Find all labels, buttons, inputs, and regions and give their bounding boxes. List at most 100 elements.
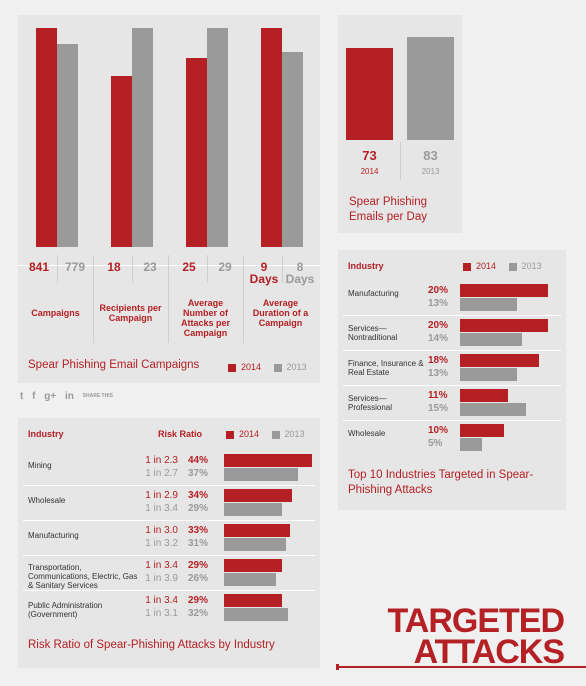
year-2014: 2014 — [360, 167, 379, 176]
bar-2013 — [460, 368, 518, 381]
ratio-2014: 1 in 3.4 — [145, 595, 178, 606]
bar-2014 — [186, 58, 207, 247]
industry-name: Public Administration (Government) — [28, 601, 103, 619]
industry-name: Wholesale — [348, 429, 386, 438]
bar-2013 — [460, 438, 482, 451]
bar-2014 — [224, 454, 312, 467]
percent-2014: 44% — [188, 455, 209, 466]
value-2013: 83 — [423, 148, 438, 163]
bar-2014 — [261, 28, 282, 247]
risk-caption: Risk Ratio of Spear-Phishing Attacks by … — [28, 639, 275, 651]
bar-2014 — [224, 524, 290, 537]
value-2014: 73 — [362, 148, 377, 163]
percent-2014: 34% — [188, 490, 209, 501]
percent-2014: 11% — [428, 390, 448, 401]
value-2013: 779 — [64, 260, 86, 274]
bar-2013 — [57, 44, 78, 247]
bar-2013 — [224, 538, 286, 551]
value-2013: 8 — [296, 260, 304, 274]
bar-2014 — [36, 28, 57, 247]
share-bar: t f g+ in SHARE THIS — [20, 391, 113, 402]
title-rule — [336, 666, 586, 668]
row-divider — [23, 485, 315, 486]
value-2014: 841 — [28, 260, 50, 274]
top10-caption: Top 10 Industries Targeted in Spear-Phis… — [348, 469, 534, 496]
row-divider — [23, 555, 315, 556]
bar-2013 — [207, 28, 228, 247]
risk-header-ratio: Risk Ratio — [158, 429, 203, 439]
ratio-2013: 1 in 3.2 — [145, 538, 178, 549]
industry-name: Transportation, Communications, Electric… — [28, 563, 138, 590]
campaigns-caption: Spear Phishing Email Campaigns — [28, 359, 200, 371]
bar-2013 — [224, 573, 276, 586]
percent-2013: 26% — [188, 573, 209, 584]
percent-2014: 29% — [188, 595, 209, 606]
divider — [400, 142, 401, 180]
risk-legend: 2014 2013 — [226, 429, 305, 439]
divider — [207, 255, 208, 283]
title-rule-dot — [336, 664, 339, 670]
unit-2013: Days — [285, 272, 315, 286]
industry-name: Wholesale — [28, 496, 66, 505]
bar-2014 — [111, 75, 132, 247]
twitter-icon[interactable]: t — [20, 391, 24, 402]
percent-2014: 20% — [428, 285, 449, 296]
bar-2013 — [224, 608, 288, 621]
category-label: Campaigns — [31, 308, 80, 318]
category-label: Average Number of Attacks per Campaign — [180, 298, 231, 338]
campaigns-panel: 841 779 Campaigns 18 23 Recipients per Campai… — [18, 15, 320, 383]
bar-2013 — [224, 503, 282, 516]
row-divider — [343, 350, 561, 351]
value-2014: 9 — [260, 260, 268, 274]
percent-2013: 13% — [428, 298, 449, 309]
industry-name: Services—Nontraditional — [348, 324, 398, 342]
per-day-caption: Spear Phishing Emails per Day — [349, 196, 427, 223]
row-divider — [23, 520, 315, 521]
divider — [132, 255, 133, 283]
linkedin-icon[interactable]: in — [64, 391, 74, 402]
risk-header-industry: Industry — [28, 429, 64, 439]
divider — [18, 265, 320, 266]
bar-2014 — [460, 319, 548, 332]
industry-name: Mining — [28, 461, 52, 470]
bar-2013 — [460, 403, 526, 416]
ratio-2014: 1 in 2.3 — [145, 455, 178, 466]
bar-2013 — [224, 468, 298, 481]
ratio-2013: 1 in 3.4 — [145, 503, 178, 514]
google-plus-icon[interactable]: g+ — [44, 391, 57, 402]
percent-2013: 14% — [428, 333, 449, 344]
ratio-2013: 1 in 3.1 — [145, 608, 178, 619]
ratio-2014: 1 in 3.0 — [145, 525, 178, 536]
bar-2014 — [346, 48, 393, 140]
ratio-2013: 1 in 3.9 — [145, 573, 178, 584]
divider — [243, 255, 244, 343]
campaigns-legend: 2014 2013 — [228, 362, 307, 372]
top10-legend: 2014 2013 — [463, 261, 542, 271]
bar-2014 — [460, 284, 548, 297]
bar-2014 — [460, 354, 540, 367]
bar-2013 — [460, 333, 522, 346]
value-2013: 29 — [218, 260, 232, 274]
divider — [93, 255, 94, 343]
top10-panel: Industry 2014 2013 Manufacturing 20% 13% Se… — [338, 250, 566, 510]
bar-2014 — [460, 424, 504, 437]
facebook-icon[interactable]: f — [32, 391, 36, 402]
unit-2014: Days — [249, 272, 279, 286]
bar-2014 — [224, 559, 282, 572]
top10-header: Industry — [348, 261, 384, 271]
title-line-2: ATTACKS — [413, 633, 565, 671]
bar-2013 — [407, 37, 454, 140]
percent-2014: 29% — [188, 560, 209, 571]
ratio-2013: 1 in 2.7 — [145, 468, 178, 479]
percent-2014: 20% — [428, 320, 449, 331]
industry-name: Manufacturing — [28, 531, 79, 540]
risk-panel: Industry Risk Ratio 2014 2013 Mining 1 in… — [18, 418, 320, 668]
bar-2014 — [224, 594, 282, 607]
value-2014: 25 — [182, 260, 196, 274]
percent-2013: 15% — [428, 403, 449, 414]
percent-2013: 29% — [188, 503, 209, 514]
bar-2014 — [460, 389, 509, 402]
per-day-panel: 73 83 2014 2013 Spear Phishing Emails pe… — [338, 15, 462, 233]
divider — [282, 255, 283, 283]
value-2013: 23 — [143, 260, 157, 274]
